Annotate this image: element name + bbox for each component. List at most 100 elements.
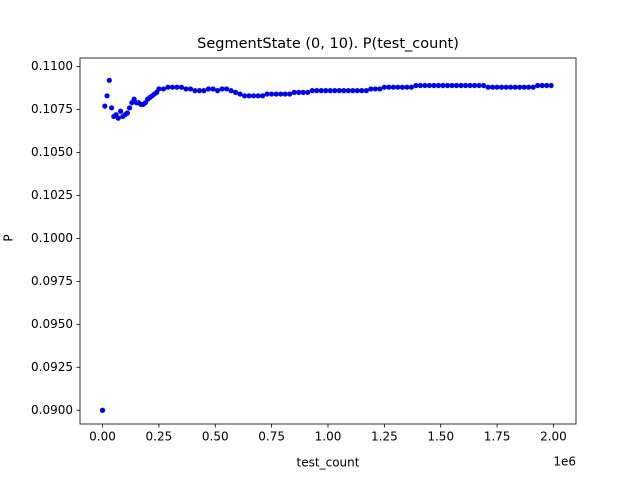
- point: [336, 88, 342, 94]
- point: [237, 91, 243, 97]
- point: [377, 86, 383, 92]
- point: [372, 86, 378, 92]
- point: [269, 91, 275, 97]
- point: [381, 84, 387, 90]
- point: [390, 84, 396, 90]
- point: [489, 84, 496, 90]
- point: [354, 88, 360, 94]
- x-tick-label: 0.25: [146, 430, 173, 444]
- point: [453, 82, 460, 89]
- point: [417, 82, 424, 89]
- point: [341, 88, 347, 94]
- point: [124, 110, 130, 116]
- point: [368, 86, 374, 92]
- point: [183, 86, 189, 92]
- point: [435, 82, 442, 89]
- y-tick-label: 0.0900: [31, 403, 73, 417]
- point: [386, 84, 392, 90]
- point: [467, 82, 473, 89]
- point: [323, 88, 329, 94]
- y-tick-label: 0.0925: [31, 360, 73, 374]
- y-tick-label: 0.0950: [31, 317, 73, 331]
- point: [106, 77, 112, 83]
- point: [530, 84, 536, 90]
- point: [174, 84, 180, 90]
- y-tick-label: 0.1025: [31, 188, 73, 202]
- point: [102, 103, 108, 109]
- point: [169, 84, 176, 90]
- point: [548, 82, 554, 89]
- point: [241, 93, 248, 99]
- y-tick-label: 0.1075: [31, 102, 73, 116]
- plot-frame: [79, 57, 577, 425]
- point: [251, 93, 257, 99]
- point: [512, 84, 518, 90]
- point: [287, 91, 293, 97]
- point: [426, 82, 433, 89]
- point: [363, 88, 369, 94]
- y-tick-label: 0.0975: [31, 274, 73, 288]
- point: [431, 82, 437, 89]
- point: [440, 82, 446, 89]
- x-offset-label: 1e6: [553, 455, 576, 469]
- point: [246, 93, 252, 99]
- point: [273, 91, 279, 97]
- point: [192, 88, 198, 94]
- x-tick-label: 1.25: [371, 430, 398, 444]
- x-tick-label: 0.50: [202, 430, 229, 444]
- point: [449, 82, 455, 89]
- y-axis-label: P: [2, 234, 16, 241]
- x-tick-label: 2.00: [540, 430, 567, 444]
- y-tick-label: 0.1000: [31, 231, 73, 245]
- point: [117, 108, 124, 114]
- point: [255, 93, 261, 99]
- point: [205, 86, 212, 92]
- x-tick-label: 0.00: [89, 430, 116, 444]
- point: [201, 88, 207, 94]
- x-axis-label: test_count: [297, 456, 360, 470]
- point: [476, 82, 482, 89]
- point: [314, 88, 320, 94]
- point: [127, 105, 133, 111]
- point: [219, 86, 225, 92]
- point: [422, 82, 428, 89]
- point: [291, 89, 297, 95]
- point: [332, 88, 338, 94]
- y-tick-label: 0.1050: [31, 145, 73, 159]
- point: [480, 82, 487, 89]
- point: [404, 84, 410, 90]
- point: [282, 91, 288, 97]
- point: [539, 82, 545, 89]
- point: [156, 86, 162, 92]
- point: [223, 86, 230, 92]
- point: [160, 86, 167, 92]
- point: [165, 84, 171, 90]
- point: [521, 84, 527, 90]
- point: [300, 89, 306, 95]
- point: [278, 91, 284, 97]
- point: [471, 82, 478, 89]
- point: [178, 84, 185, 90]
- point: [458, 82, 464, 89]
- point: [228, 88, 234, 94]
- point: [196, 88, 203, 94]
- x-tick-label: 1.50: [427, 430, 454, 444]
- point: [444, 82, 451, 89]
- point: [327, 88, 333, 94]
- point: [499, 84, 505, 90]
- point: [296, 89, 302, 95]
- chart-title: SegmentState (0, 10). P(test_count): [197, 36, 459, 52]
- point: [210, 86, 216, 92]
- point: [526, 84, 532, 90]
- point: [318, 88, 324, 94]
- point: [260, 93, 266, 99]
- point: [115, 115, 121, 121]
- point: [359, 88, 365, 94]
- point: [345, 88, 351, 94]
- point: [485, 84, 491, 90]
- point: [232, 89, 239, 95]
- x-tick-label: 1.75: [484, 430, 511, 444]
- y-tick-label: 0.1100: [31, 59, 73, 73]
- point: [264, 91, 270, 97]
